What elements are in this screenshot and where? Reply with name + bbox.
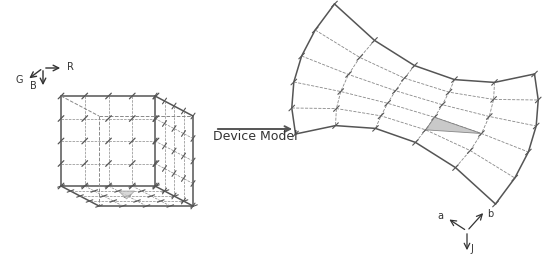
Text: R: R [67, 62, 74, 72]
Text: b: b [487, 209, 494, 219]
Text: G: G [16, 75, 23, 85]
Polygon shape [119, 191, 135, 199]
Text: B: B [30, 81, 37, 91]
Text: Device Model: Device Model [213, 130, 297, 143]
Polygon shape [426, 117, 481, 134]
Text: a: a [437, 211, 443, 221]
Text: J: J [470, 244, 473, 254]
